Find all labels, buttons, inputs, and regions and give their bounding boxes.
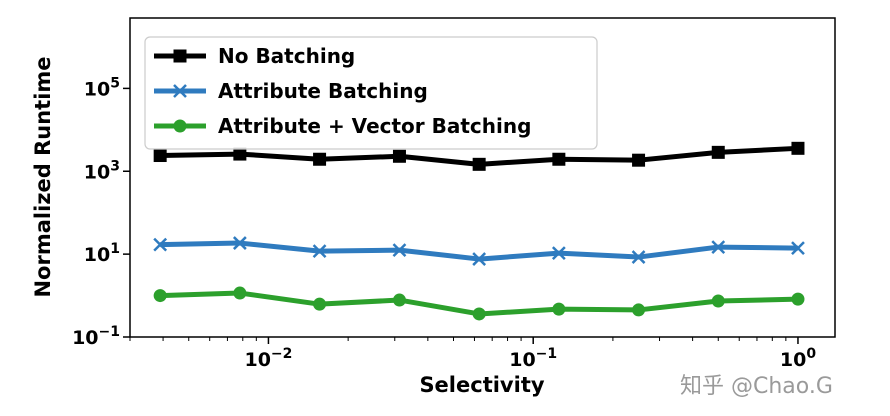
series-line xyxy=(160,240,798,262)
data-point xyxy=(392,293,406,307)
legend-label: No Batching xyxy=(218,44,355,68)
x-axis-label: Selectivity xyxy=(419,373,544,397)
legend: No Batching Attribute Batching Attribute +… xyxy=(144,36,598,150)
legend-marker xyxy=(173,119,187,133)
tick-label: 10−2 xyxy=(244,346,292,371)
data-point xyxy=(313,152,327,166)
data-point xyxy=(472,157,486,171)
y-axis-label: Normalized Runtime xyxy=(31,56,55,297)
legend-marker xyxy=(173,84,187,98)
data-point xyxy=(791,292,805,306)
tick-label: 105 xyxy=(84,75,120,100)
data-point xyxy=(153,289,167,303)
tick-label: 103 xyxy=(84,158,120,183)
data-point xyxy=(552,152,566,166)
series-0 xyxy=(153,141,805,171)
series-2 xyxy=(153,286,805,321)
legend-entry: Attribute Batching xyxy=(154,79,428,103)
data-point xyxy=(233,147,247,161)
data-point xyxy=(711,240,726,254)
legend-entry: No Batching xyxy=(154,44,355,68)
tick-label: 101 xyxy=(84,241,120,266)
data-point xyxy=(631,250,646,264)
data-point xyxy=(392,243,407,257)
data-point xyxy=(552,302,566,316)
data-point xyxy=(632,153,646,167)
data-point xyxy=(791,241,805,255)
plot-frame xyxy=(129,17,836,338)
data-point xyxy=(472,252,487,266)
data-point xyxy=(392,149,406,163)
legend-label: Attribute + Vector Batching xyxy=(218,114,531,138)
data-point xyxy=(472,307,486,321)
watermark: 知乎 @Chao.G xyxy=(680,374,833,399)
tick-label: 100 xyxy=(780,346,816,371)
data-point xyxy=(153,149,167,163)
data-point xyxy=(711,294,725,308)
data-point xyxy=(233,286,247,300)
data-point xyxy=(632,303,646,317)
data-point xyxy=(313,297,327,311)
series-1 xyxy=(153,236,805,266)
data-point xyxy=(791,141,805,155)
legend-entry: Attribute + Vector Batching xyxy=(154,114,531,138)
data-point xyxy=(551,246,566,260)
tick-label: 10−1 xyxy=(72,324,120,349)
data-point xyxy=(153,237,168,252)
legend-box xyxy=(144,36,598,150)
tick-label: 10−1 xyxy=(509,346,557,371)
legend-label: Attribute Batching xyxy=(218,79,428,103)
data-point xyxy=(232,236,247,250)
data-point xyxy=(711,145,725,159)
data-point xyxy=(312,244,327,259)
legend-marker xyxy=(173,49,187,63)
